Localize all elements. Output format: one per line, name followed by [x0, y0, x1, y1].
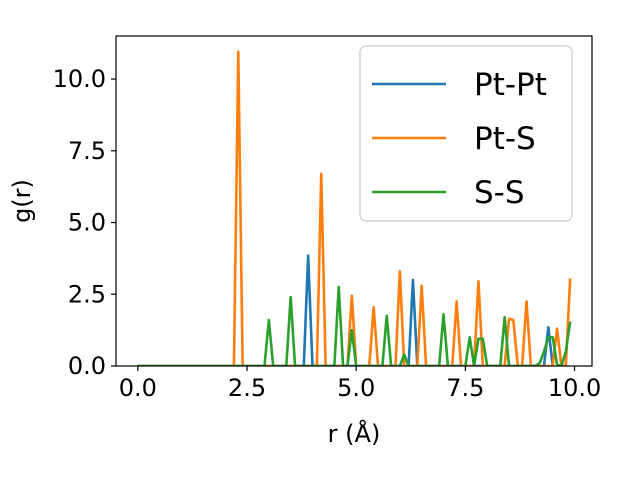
legend: Pt-Pt Pt-S S-S [359, 45, 573, 222]
series-layer [137, 50, 572, 366]
legend-label-pt-pt: Pt-Pt [474, 67, 547, 103]
y-tick-label: 5.0 [68, 209, 106, 237]
series-line-pt-s [137, 50, 572, 366]
legend-label-s-s: S-S [474, 175, 525, 211]
x-tick-label: 10.0 [548, 374, 601, 402]
x-axis-label: r (Å) [328, 419, 381, 448]
y-tick-label: 7.5 [68, 137, 106, 165]
series-line-s-s [137, 285, 572, 366]
x-axis: 0.0 2.5 5.0 7.5 10.0 [119, 366, 601, 402]
y-axis-label: g(r) [8, 179, 36, 223]
y-tick-label: 10.0 [53, 65, 106, 93]
y-tick-label: 0.0 [68, 352, 106, 380]
plot-frame [115, 35, 593, 367]
x-tick-label: 5.0 [337, 374, 375, 402]
y-axis: 0.0 2.5 5.0 7.5 10.0 [53, 65, 116, 380]
x-tick-label: 2.5 [228, 374, 266, 402]
series-line-pt-pt [137, 254, 554, 366]
x-tick-label: 0.0 [119, 374, 157, 402]
legend-label-pt-s: Pt-S [474, 121, 536, 157]
legend-frame [359, 45, 573, 222]
y-tick-label: 2.5 [68, 280, 106, 308]
x-tick-label: 7.5 [446, 374, 484, 402]
